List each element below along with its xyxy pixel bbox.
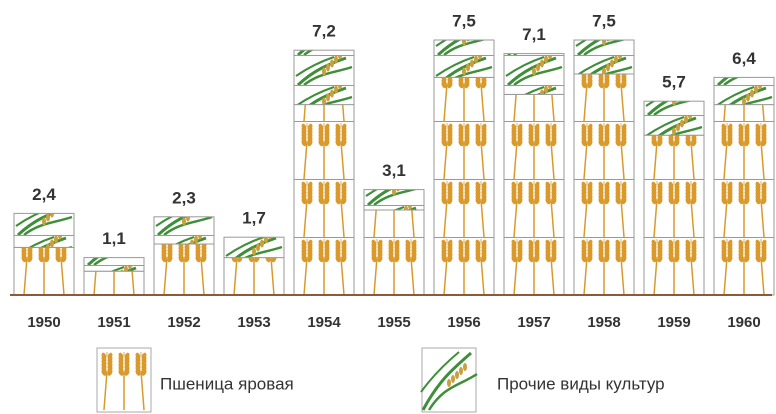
- total-label: 7,2: [312, 22, 336, 41]
- x-tick-label: 1951: [97, 314, 130, 331]
- total-label: 7,1: [522, 25, 546, 44]
- bar-segment: [643, 134, 705, 296]
- bar-segment: [433, 39, 495, 78]
- total-label: 6,4: [732, 49, 756, 68]
- x-tick-label: 1955: [377, 314, 410, 331]
- total-label: 1,1: [102, 229, 126, 248]
- bar-segment: [153, 216, 215, 245]
- bar-segment: [293, 49, 355, 106]
- bar-segment: [713, 76, 775, 106]
- total-label: 3,1: [382, 161, 406, 180]
- bar-segment: [573, 39, 635, 75]
- bar-segment: [363, 189, 425, 211]
- bar-segment: [223, 236, 285, 259]
- total-label: 2,3: [172, 188, 196, 207]
- legend-label: Прочие виды культур: [497, 374, 665, 393]
- total-label: 5,7: [662, 73, 686, 92]
- bar-segment: [643, 100, 705, 136]
- bar-segment: [153, 243, 215, 296]
- bar-segment: [363, 209, 425, 296]
- x-tick-label: 1958: [587, 314, 620, 331]
- legend-icon: [96, 347, 152, 413]
- legend-label: Пшеница яровая: [160, 374, 294, 393]
- bar-segment: [573, 73, 635, 296]
- x-tick-label: 1950: [27, 314, 60, 331]
- legend-icon: [420, 347, 478, 413]
- bar-segment: [83, 257, 145, 272]
- x-tick-label: 1953: [237, 314, 270, 331]
- total-label: 7,5: [592, 11, 616, 30]
- bar-segment: [503, 53, 565, 95]
- bar-segment: [83, 270, 145, 296]
- bar-segment: [713, 104, 775, 296]
- x-tick-label: 1952: [167, 314, 200, 331]
- x-tick-label: 1960: [727, 314, 760, 331]
- total-label: 2,4: [32, 185, 56, 204]
- bar-segment: [13, 246, 75, 296]
- bar-segment: [13, 212, 75, 248]
- bar-segment: [223, 257, 285, 296]
- x-tick-label: 1956: [447, 314, 480, 331]
- x-tick-label: 1959: [657, 314, 690, 331]
- total-label: 1,7: [242, 209, 266, 228]
- total-label: 7,5: [452, 11, 476, 30]
- bar-segment: [293, 104, 355, 296]
- bar-segment: [503, 93, 565, 296]
- bar-segment: [433, 76, 495, 296]
- x-tick-label: 1957: [517, 314, 550, 331]
- x-tick-label: 1954: [307, 314, 341, 331]
